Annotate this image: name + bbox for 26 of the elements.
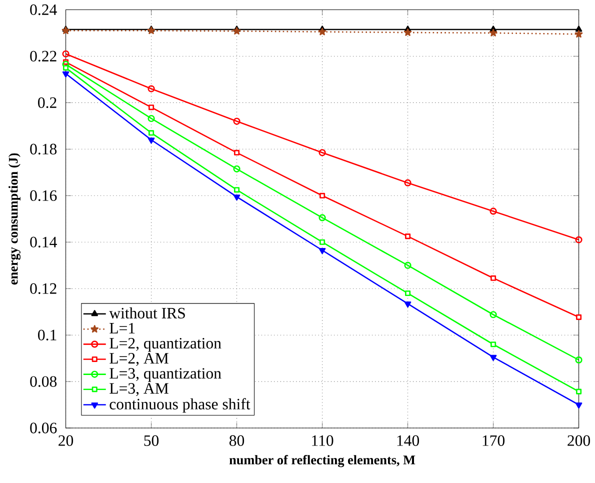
x-tick-label: 200	[568, 435, 590, 446]
legend-label: L=2, quantization	[110, 338, 222, 352]
legend-label: L=2, AM	[110, 352, 168, 366]
legend-label: continuous phase shift	[110, 398, 250, 413]
y-tick-label: 0.1	[38, 330, 56, 340]
x-tick-label: 140	[397, 435, 420, 446]
legend-label: L=3, AM	[110, 382, 168, 396]
x-tick-label: 50	[144, 435, 159, 446]
x-tick-label: 170	[482, 435, 505, 446]
x-tick-label: 80	[229, 435, 244, 446]
y-tick-label: 0.24	[30, 4, 57, 15]
y-tick-label: 0.22	[30, 50, 56, 62]
y-tick-label: 0.2	[38, 97, 56, 108]
y-tick-label: 0.08	[30, 376, 57, 387]
x-tick-label: 20	[58, 435, 74, 446]
y-axis-title: energy consumption (J)	[8, 153, 21, 284]
legend-label: without IRS	[109, 307, 185, 318]
y-tick-label: 0.12	[30, 283, 56, 294]
y-tick-label: 0.16	[30, 190, 57, 201]
legend-label: L=1	[110, 322, 135, 334]
x-axis-title: number of reflecting elements, M	[229, 454, 416, 468]
y-tick-label: 0.18	[30, 144, 57, 154]
y-tick-label: 0.06	[30, 422, 57, 434]
legend-label: L=3, quantization	[110, 368, 222, 382]
y-tick-label: 0.14	[30, 236, 57, 248]
x-tick-label: 110	[312, 435, 334, 446]
